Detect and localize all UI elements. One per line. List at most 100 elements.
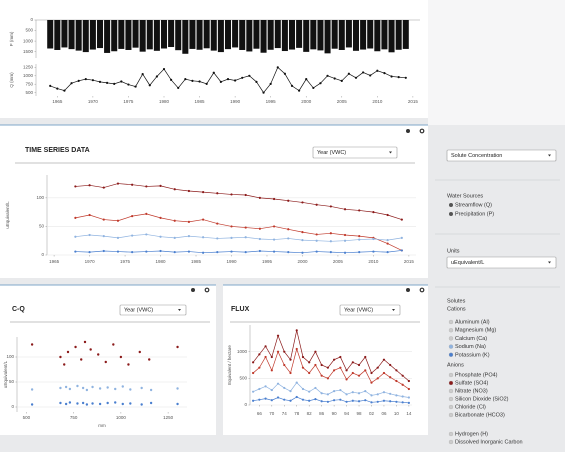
dropdown-box[interactable]	[119, 304, 187, 316]
dropdown[interactable]: Year (VWC)	[119, 304, 187, 316]
bar	[104, 20, 111, 53]
dropdown[interactable]: Year (VWC)	[312, 146, 398, 159]
dropdown-text: Year (VWC)	[344, 307, 373, 313]
toggle-dot[interactable]	[448, 396, 454, 402]
bar	[153, 20, 160, 51]
point	[358, 209, 361, 212]
point	[326, 74, 329, 77]
toggle-dot[interactable]	[448, 439, 454, 445]
status-icon	[191, 288, 195, 292]
point	[389, 376, 392, 379]
point	[401, 395, 404, 398]
point	[216, 237, 219, 240]
point	[333, 399, 336, 402]
series-line	[75, 183, 402, 220]
toggle-dot[interactable]	[449, 212, 453, 216]
point	[320, 400, 323, 403]
point	[170, 78, 173, 81]
point	[262, 91, 265, 94]
x-tick-label: 74	[282, 411, 288, 416]
toggle-dot[interactable]	[448, 431, 454, 437]
point	[270, 399, 273, 402]
point	[395, 379, 398, 383]
toggle-dot[interactable]	[449, 203, 453, 207]
dropdown-caret	[389, 151, 392, 154]
point	[81, 386, 85, 390]
point	[301, 355, 305, 359]
point	[119, 355, 123, 359]
option-label: Nitrate (NO3)	[455, 388, 488, 394]
point	[131, 251, 134, 254]
y-tick-label: 1250	[23, 65, 34, 70]
dropdown[interactable]: Year (VWC)	[339, 304, 401, 316]
y-tick-label: 50	[9, 379, 15, 384]
y-tick-label: 1000	[23, 73, 34, 78]
toggle-dot[interactable]	[448, 380, 454, 386]
bar	[367, 20, 374, 49]
bar	[168, 20, 175, 48]
point	[269, 82, 272, 85]
toggle-dot[interactable]	[448, 404, 454, 410]
point	[283, 386, 286, 390]
point	[145, 185, 148, 188]
settings-button[interactable]	[204, 287, 210, 293]
point	[106, 386, 109, 389]
toggle-dot[interactable]	[448, 372, 454, 378]
x-tick-label: 90	[332, 411, 338, 416]
dropdown[interactable]: Solute Concentration	[446, 149, 557, 162]
point	[326, 393, 329, 396]
toggle-dot[interactable]	[448, 344, 454, 349]
point	[148, 358, 151, 361]
point	[407, 379, 410, 383]
point	[386, 239, 389, 242]
point	[248, 74, 251, 77]
point	[301, 231, 304, 234]
toggle-dot[interactable]	[448, 328, 454, 333]
toggle-dot[interactable]	[448, 352, 454, 357]
point	[131, 215, 134, 218]
point	[395, 369, 398, 372]
option-label: Precipitation (P)	[455, 211, 494, 217]
point	[369, 74, 372, 77]
point	[264, 345, 267, 348]
point	[333, 390, 336, 393]
settings-button[interactable]	[419, 287, 425, 293]
point	[358, 235, 361, 238]
point	[89, 348, 92, 351]
point	[162, 67, 166, 71]
point	[343, 251, 347, 254]
point	[400, 218, 403, 221]
toggle-dot[interactable]	[448, 412, 454, 418]
dropdown-box[interactable]	[312, 146, 398, 159]
x-tick-label: 1000	[116, 415, 127, 420]
x-tick-label: 1995	[262, 259, 273, 264]
option-label: Potassium (K)	[455, 352, 490, 358]
dropdown-box[interactable]	[339, 304, 401, 316]
bar	[68, 20, 75, 50]
point	[386, 242, 389, 245]
option-label: Dissolved Inorganic Carbon	[455, 439, 523, 445]
x-tick-label: 2010	[368, 259, 379, 264]
toggle-dot[interactable]	[448, 388, 454, 394]
x-tick-label: 1980	[156, 259, 167, 264]
x-axis-label: mm	[98, 423, 106, 428]
toggle-dot[interactable]	[448, 319, 454, 325]
dropdown-box[interactable]	[446, 256, 557, 269]
point	[258, 237, 261, 241]
x-tick-label: 1980	[159, 99, 170, 104]
point	[116, 219, 120, 222]
point	[347, 72, 350, 75]
x-tick-label: 1990	[230, 99, 241, 104]
y-tick-label: 1500	[23, 49, 34, 54]
point	[59, 386, 62, 390]
bar	[111, 20, 118, 52]
x-tick-label: 78	[294, 411, 300, 416]
dropdown[interactable]: uEquivalent/L	[446, 256, 557, 269]
option-label: Calcium (Ca)	[455, 336, 487, 342]
point	[358, 251, 361, 254]
dropdown-box[interactable]	[446, 149, 557, 162]
y-tick-label: 500	[239, 376, 247, 381]
settings-button[interactable]	[419, 128, 425, 134]
point	[351, 361, 354, 364]
toggle-dot[interactable]	[448, 336, 454, 341]
